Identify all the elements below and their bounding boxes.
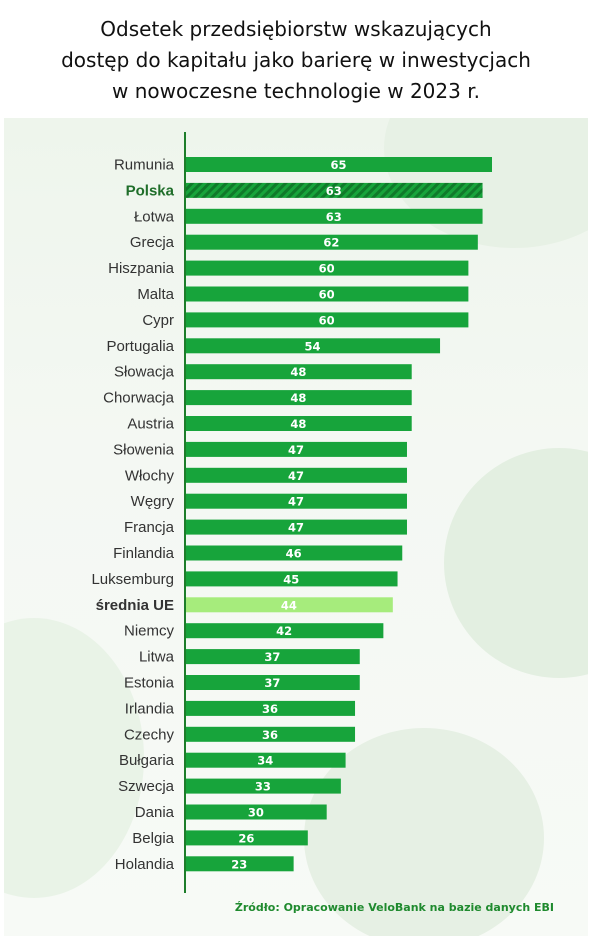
category-label: Polska <box>126 182 175 199</box>
data-label: 60 <box>319 262 335 276</box>
bar-27 <box>185 830 308 846</box>
bar-2 <box>185 182 483 198</box>
data-label: 47 <box>288 495 304 509</box>
category-label: Szwecja <box>118 778 175 795</box>
category-label: Słowacja <box>114 364 175 381</box>
data-label: 30 <box>248 806 264 820</box>
category-label: Włochy <box>125 467 175 484</box>
category-label: Rumunia <box>114 157 175 174</box>
bar-18 <box>185 597 393 613</box>
data-label: 46 <box>286 547 302 561</box>
title-line-1: Odsetek przedsiębiorstw wskazujących <box>100 17 492 41</box>
bar-6 <box>185 286 469 302</box>
category-label: Łotwa <box>134 208 175 225</box>
category-label: Malta <box>137 286 174 303</box>
bar-11 <box>185 416 412 431</box>
category-label: Belgia <box>132 830 174 847</box>
category-label: Chorwacja <box>103 390 175 407</box>
data-label: 23 <box>231 857 247 871</box>
data-label: 36 <box>262 702 278 716</box>
bar-4 <box>185 234 478 250</box>
bar-20 <box>185 649 360 665</box>
bar-19 <box>185 623 384 639</box>
data-label: 33 <box>255 780 271 794</box>
data-label: 65 <box>330 158 346 172</box>
category-label: Dania <box>135 804 175 821</box>
category-label: Austria <box>127 416 174 433</box>
category-label: Holandia <box>115 856 175 873</box>
bar-17 <box>185 571 398 587</box>
category-label: Irlandia <box>125 700 175 717</box>
category-label: Hiszpania <box>108 260 175 277</box>
bar-14 <box>185 493 407 509</box>
bar-10 <box>185 390 412 406</box>
bar-26 <box>185 804 327 820</box>
bar-28 <box>185 856 294 872</box>
chart-title: Odsetek przedsiębiorstw wskazujących dos… <box>0 14 592 107</box>
bar-15 <box>185 519 407 535</box>
bar-24 <box>185 752 346 768</box>
category-label: Słowenia <box>113 441 175 458</box>
bar-9 <box>185 364 412 380</box>
data-label: 48 <box>290 365 306 379</box>
bar-22 <box>185 700 356 716</box>
bar-5 <box>185 260 469 276</box>
bar-21 <box>185 675 360 690</box>
bar-1 <box>185 157 492 172</box>
data-label: 47 <box>288 469 304 483</box>
bar-7 <box>185 312 469 328</box>
category-label: średnia UE <box>96 597 174 614</box>
data-label: 47 <box>288 521 304 535</box>
data-label: 63 <box>326 184 342 198</box>
source-note: Źródło: Opracowanie VeloBank na bazie da… <box>234 901 554 914</box>
category-label: Czechy <box>124 726 175 743</box>
category-label: Grecja <box>130 234 175 251</box>
value-labels-group: 65 63 63 62 60 60 60 54 48 48 48 47 47 47 47 46 45 44 42 37… <box>231 158 346 871</box>
data-label: 60 <box>319 313 335 327</box>
data-label: 26 <box>238 831 254 845</box>
data-label: 45 <box>283 572 299 586</box>
category-label: Bułgaria <box>119 752 175 769</box>
bar-16 <box>185 545 403 561</box>
category-label: Węgry <box>131 493 175 510</box>
bar-12 <box>185 441 407 457</box>
category-label: Francja <box>124 519 175 536</box>
data-label: 54 <box>305 339 321 353</box>
data-label: 42 <box>276 624 292 638</box>
data-label: 44 <box>281 598 297 612</box>
title-line-2: dostęp do kapitału jako barierę w inwest… <box>61 48 531 72</box>
bar-13 <box>185 467 407 483</box>
category-label: Luksemburg <box>91 571 174 588</box>
bar-3 <box>185 208 483 224</box>
data-label: 47 <box>288 443 304 457</box>
category-label: Cypr <box>142 312 174 329</box>
bar-8 <box>185 338 441 354</box>
bar-23 <box>185 726 356 742</box>
category-label: Finlandia <box>113 545 175 562</box>
data-label: 48 <box>290 417 306 431</box>
data-label: 36 <box>262 728 278 742</box>
data-label: 37 <box>264 676 280 690</box>
bar-25 <box>185 778 341 794</box>
data-label: 37 <box>264 650 280 664</box>
title-line-3: w nowoczesne technologie w 2023 r. <box>112 79 480 103</box>
data-label: 34 <box>257 754 273 768</box>
category-label: Litwa <box>139 649 175 666</box>
data-label: 48 <box>290 391 306 405</box>
bars-group <box>185 157 492 872</box>
data-label: 62 <box>323 236 339 250</box>
data-label: 60 <box>319 288 335 302</box>
category-labels-group: Rumunia Polska Łotwa Grecja Hiszpania Malta Cy… <box>91 157 174 873</box>
data-label: 63 <box>326 210 342 224</box>
category-label: Portugalia <box>106 338 174 355</box>
category-label: Estonia <box>124 675 175 692</box>
category-label: Niemcy <box>124 623 175 640</box>
